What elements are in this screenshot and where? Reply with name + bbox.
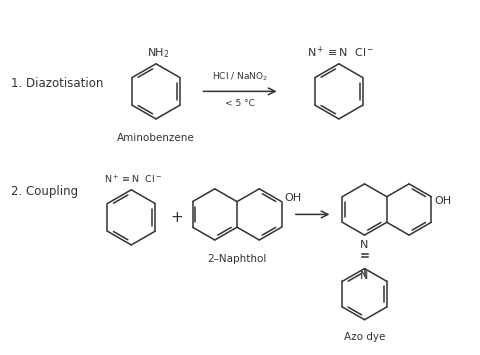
Text: OH: OH [434,196,451,206]
Text: N$^+$$\equiv$N  Cl$^-$: N$^+$$\equiv$N Cl$^-$ [307,45,374,60]
Text: 2. Coupling: 2. Coupling [11,185,78,198]
Text: OH: OH [285,193,301,203]
Text: N: N [360,240,369,250]
Text: Azo dye: Azo dye [344,332,385,342]
Text: N: N [360,271,369,280]
Text: < 5 °C: < 5 °C [225,99,255,108]
Text: +: + [170,210,183,225]
Text: 1. Diazotisation: 1. Diazotisation [11,77,103,89]
Text: N$^+$$\equiv$N  Cl$^-$: N$^+$$\equiv$N Cl$^-$ [104,174,162,186]
Text: NH$_2$: NH$_2$ [147,46,169,60]
Text: 2–Naphthol: 2–Naphthol [207,254,267,264]
Text: Aminobenzene: Aminobenzene [117,133,195,143]
Text: HCl / NaNO$_2$: HCl / NaNO$_2$ [212,71,268,83]
